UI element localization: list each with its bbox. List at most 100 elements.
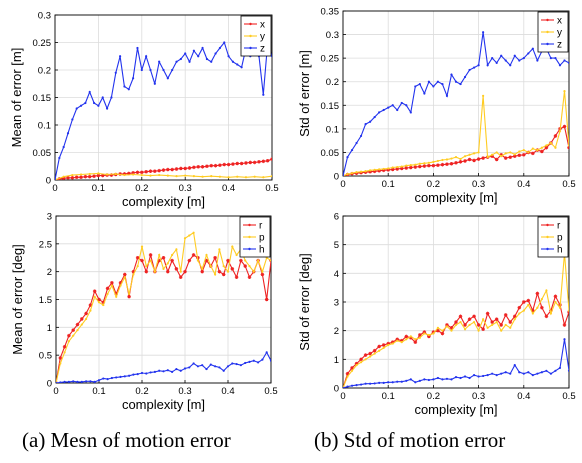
data-point-p bbox=[423, 332, 426, 335]
data-point-z bbox=[554, 57, 557, 60]
data-point-r bbox=[118, 281, 123, 285]
x-tick-label: 0.1 bbox=[382, 391, 395, 402]
data-point-y bbox=[270, 175, 272, 178]
y-tick-label: 0.5 bbox=[39, 351, 52, 362]
legend-marker-y bbox=[249, 34, 252, 38]
data-point-p bbox=[463, 328, 467, 331]
data-point-h bbox=[67, 380, 70, 383]
data-point-r bbox=[436, 328, 440, 333]
data-point-z bbox=[504, 59, 507, 62]
data-point-h bbox=[97, 379, 101, 382]
data-point-p bbox=[459, 320, 462, 324]
data-point-r bbox=[71, 328, 75, 332]
data-point-h bbox=[183, 367, 187, 370]
data-point-z bbox=[500, 54, 503, 57]
data-point-y bbox=[540, 146, 543, 149]
data-point-h bbox=[549, 372, 553, 375]
legend-label-r: r bbox=[557, 221, 561, 232]
data-point-r bbox=[440, 331, 445, 336]
data-point-x bbox=[109, 173, 114, 177]
data-point-h bbox=[482, 374, 485, 378]
legend: rph bbox=[239, 216, 271, 258]
data-point-x bbox=[386, 168, 390, 172]
data-point-z bbox=[179, 57, 182, 61]
legend: xyz bbox=[240, 15, 272, 57]
y-tick-label: 0.25 bbox=[321, 54, 340, 65]
data-point-h bbox=[128, 374, 131, 377]
data-point-x bbox=[135, 170, 140, 175]
data-point-p bbox=[226, 270, 230, 273]
data-point-p bbox=[504, 323, 507, 327]
data-point-r bbox=[372, 348, 377, 353]
data-point-r bbox=[562, 323, 567, 327]
data-point-x bbox=[449, 161, 454, 166]
data-point-p bbox=[432, 332, 435, 335]
data-point-r bbox=[490, 320, 494, 324]
data-point-y bbox=[227, 176, 230, 179]
data-point-x bbox=[270, 157, 272, 161]
y-tick-label: 0.25 bbox=[33, 38, 52, 49]
data-point-z bbox=[162, 68, 165, 72]
data-point-p bbox=[132, 273, 135, 276]
data-point-z bbox=[227, 55, 230, 58]
data-point-x bbox=[183, 166, 187, 171]
y-tick-label: 0 bbox=[334, 384, 339, 395]
series-group bbox=[55, 41, 272, 180]
x-tick-label: 0.4 bbox=[222, 183, 235, 194]
data-point-r bbox=[114, 292, 118, 296]
data-point-p bbox=[183, 237, 187, 240]
data-point-x bbox=[404, 166, 409, 170]
data-point-p bbox=[491, 323, 494, 327]
data-point-x bbox=[476, 157, 481, 161]
y-tick-label: 0.2 bbox=[38, 66, 51, 77]
data-point-z bbox=[66, 132, 70, 135]
data-point-x bbox=[166, 167, 170, 172]
data-point-p bbox=[355, 363, 358, 367]
data-point-r bbox=[399, 338, 404, 343]
legend: xyz bbox=[537, 11, 569, 53]
data-point-r bbox=[517, 305, 522, 310]
data-point-y bbox=[166, 174, 169, 177]
data-point-z bbox=[105, 107, 109, 110]
data-point-r bbox=[544, 314, 549, 319]
data-point-r bbox=[234, 275, 239, 280]
data-point-h bbox=[166, 369, 169, 372]
data-point-h bbox=[72, 380, 75, 383]
data-point-p bbox=[67, 340, 70, 343]
data-point-x bbox=[213, 163, 218, 168]
data-point-x bbox=[381, 168, 386, 173]
y-tick-label: 0.15 bbox=[321, 101, 340, 112]
data-point-z bbox=[149, 68, 152, 72]
data-point-h bbox=[235, 362, 238, 366]
data-point-r bbox=[377, 344, 381, 349]
data-point-p bbox=[427, 333, 430, 337]
data-point-x bbox=[463, 159, 467, 163]
legend-label-p: p bbox=[557, 233, 563, 244]
data-point-x bbox=[61, 176, 66, 180]
data-point-y bbox=[140, 173, 143, 177]
y-tick-label: 0.15 bbox=[33, 93, 52, 104]
data-point-p bbox=[123, 276, 126, 279]
legend-marker-p bbox=[248, 235, 251, 239]
data-point-h bbox=[405, 379, 408, 382]
data-point-h bbox=[436, 376, 440, 380]
data-point-p bbox=[218, 248, 221, 251]
data-point-y bbox=[527, 151, 530, 154]
data-point-z bbox=[223, 41, 226, 44]
data-point-p bbox=[248, 265, 251, 268]
data-point-z bbox=[236, 63, 239, 66]
data-point-z bbox=[414, 85, 417, 88]
legend-label-x: x bbox=[260, 20, 265, 31]
data-point-h bbox=[153, 370, 156, 373]
data-point-h bbox=[522, 372, 525, 375]
data-point-z bbox=[409, 111, 412, 114]
data-point-p bbox=[396, 339, 399, 342]
data-point-x bbox=[390, 167, 395, 172]
data-point-p bbox=[549, 312, 553, 315]
data-point-x bbox=[467, 157, 472, 162]
data-point-h bbox=[359, 383, 363, 386]
data-point-z bbox=[491, 57, 494, 60]
y-tick-label: 0 bbox=[334, 172, 339, 183]
data-point-y bbox=[549, 141, 553, 145]
data-point-h bbox=[423, 378, 426, 381]
